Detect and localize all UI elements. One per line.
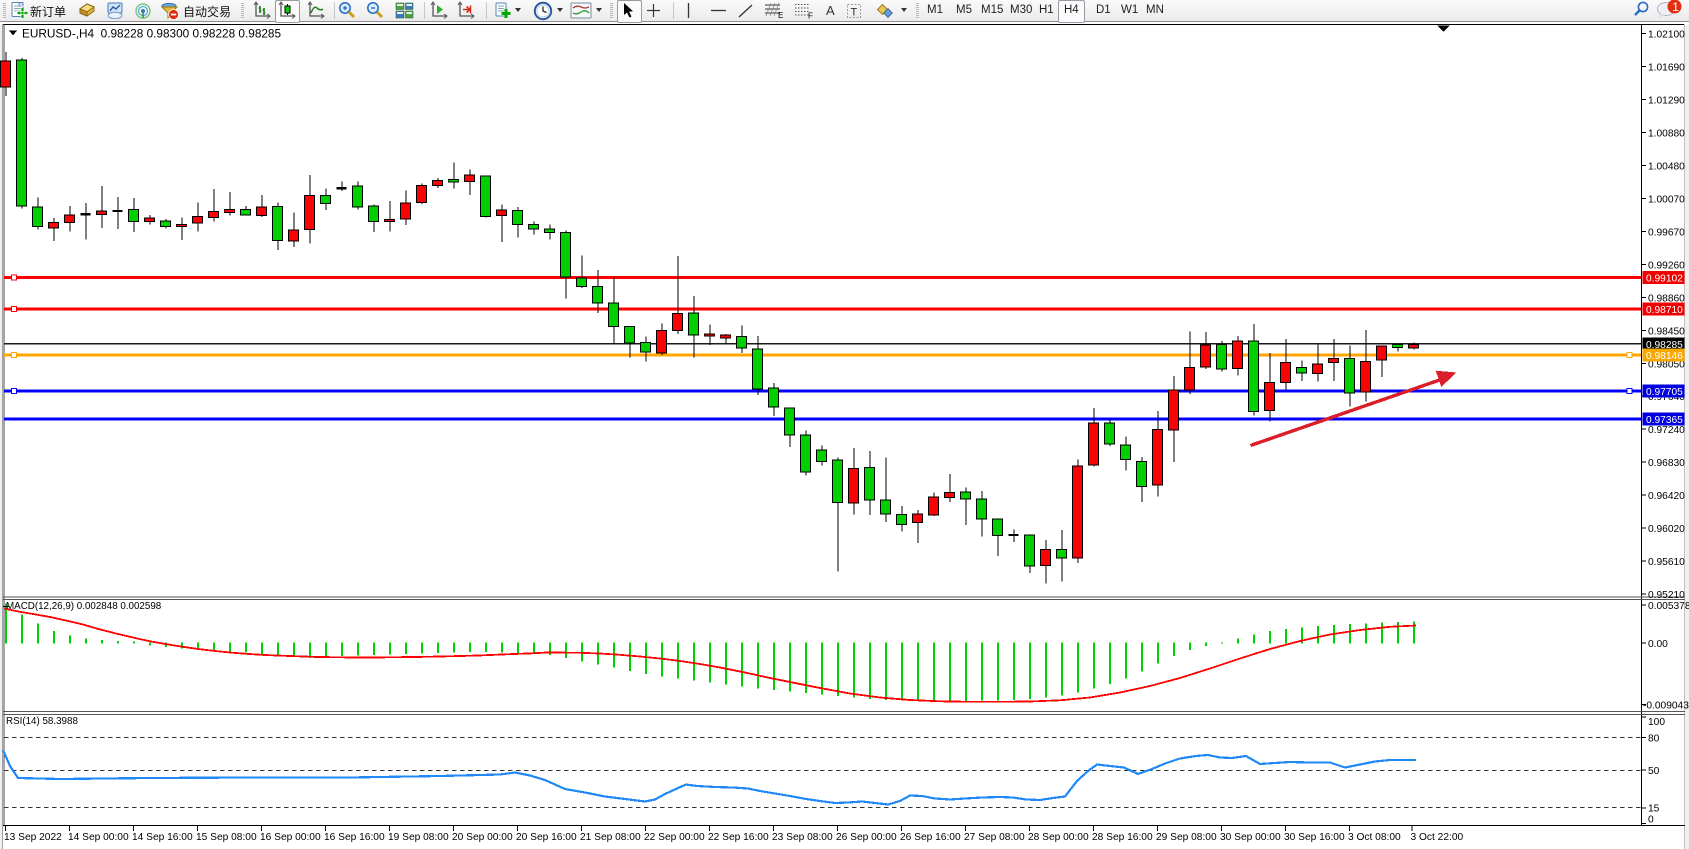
svg-text:EURUSD-,H4 0.98228 0.98300 0.: EURUSD-,H4 0.98228 0.98300 0.98228 0.982…: [22, 27, 281, 41]
svg-text:0.98146: 0.98146: [1646, 351, 1683, 362]
svg-text:15: 15: [1648, 804, 1660, 815]
svg-text:1.00480: 1.00480: [1648, 162, 1685, 173]
svg-text:30 Sep 00:00: 30 Sep 00:00: [1220, 832, 1281, 843]
svg-text:1.01290: 1.01290: [1648, 96, 1685, 107]
svg-text:30 Sep 16:00: 30 Sep 16:00: [1284, 832, 1345, 843]
svg-text:14 Sep 00:00: 14 Sep 00:00: [68, 832, 129, 843]
svg-text:-0.009043: -0.009043: [1643, 701, 1689, 712]
svg-text:0.95610: 0.95610: [1648, 557, 1685, 568]
svg-text:T: T: [851, 6, 858, 18]
svg-text:0.98285: 0.98285: [1646, 340, 1683, 351]
svg-text:MACD(12,26,9) 0.002848 0.00259: MACD(12,26,9) 0.002848 0.002598: [6, 601, 162, 612]
svg-text:0.00: 0.00: [1648, 639, 1668, 650]
svg-text:29 Sep 08:00: 29 Sep 08:00: [1156, 832, 1217, 843]
svg-text:E: E: [778, 11, 783, 19]
svg-text:16 Sep 16:00: 16 Sep 16:00: [324, 832, 385, 843]
svg-text:20 Sep 16:00: 20 Sep 16:00: [516, 832, 577, 843]
svg-text:0.98860: 0.98860: [1648, 293, 1685, 304]
svg-text:1: 1: [1672, 0, 1679, 14]
svg-text:28 Sep 00:00: 28 Sep 00:00: [1028, 832, 1089, 843]
svg-text:0.99260: 0.99260: [1648, 260, 1685, 271]
svg-text:22 Sep 16:00: 22 Sep 16:00: [708, 832, 769, 843]
svg-text:0.99102: 0.99102: [1646, 274, 1683, 285]
svg-text:0: 0: [1648, 815, 1654, 826]
svg-text:F: F: [808, 12, 813, 20]
svg-text:100: 100: [1648, 717, 1665, 728]
svg-text:23 Sep 08:00: 23 Sep 08:00: [772, 832, 833, 843]
svg-text:3 Oct 08:00: 3 Oct 08:00: [1348, 832, 1401, 843]
svg-text:0.97640: 0.97640: [1648, 392, 1685, 403]
svg-text:27 Sep 08:00: 27 Sep 08:00: [964, 832, 1025, 843]
svg-text:0.97240: 0.97240: [1648, 425, 1685, 436]
svg-text:14 Sep 16:00: 14 Sep 16:00: [132, 832, 193, 843]
svg-text:1.01690: 1.01690: [1648, 63, 1685, 74]
svg-text:21 Sep 08:00: 21 Sep 08:00: [580, 832, 641, 843]
svg-text:0.005378: 0.005378: [1648, 601, 1689, 612]
svg-text:1.02100: 1.02100: [1648, 30, 1685, 41]
svg-text:16 Sep 00:00: 16 Sep 00:00: [260, 832, 321, 843]
svg-text:1.00880: 1.00880: [1648, 129, 1685, 140]
svg-text:0.97365: 0.97365: [1646, 415, 1683, 426]
svg-text:50: 50: [1648, 766, 1660, 777]
svg-text:0.98450: 0.98450: [1648, 326, 1685, 337]
svg-text:80: 80: [1648, 734, 1660, 745]
svg-text:0.96420: 0.96420: [1648, 491, 1685, 502]
svg-text:0.97705: 0.97705: [1646, 387, 1683, 398]
svg-text:13 Sep 2022: 13 Sep 2022: [4, 832, 62, 843]
svg-text:26 Sep 16:00: 26 Sep 16:00: [900, 832, 961, 843]
svg-text:0.98710: 0.98710: [1646, 305, 1683, 316]
svg-text:RSI(14) 58.3988: RSI(14) 58.3988: [6, 716, 78, 727]
svg-text:1.00070: 1.00070: [1648, 194, 1685, 205]
svg-text:15 Sep 08:00: 15 Sep 08:00: [196, 832, 257, 843]
svg-text:0.99670: 0.99670: [1648, 227, 1685, 238]
svg-text:19 Sep 08:00: 19 Sep 08:00: [388, 832, 449, 843]
svg-text:20 Sep 00:00: 20 Sep 00:00: [452, 832, 513, 843]
svg-text:0.95210: 0.95210: [1648, 590, 1685, 601]
svg-text:3 Oct 22:00: 3 Oct 22:00: [1411, 832, 1464, 843]
svg-text:0.96020: 0.96020: [1648, 524, 1685, 535]
svg-text:0.96830: 0.96830: [1648, 458, 1685, 469]
svg-text:26 Sep 00:00: 26 Sep 00:00: [836, 832, 897, 843]
svg-text:0.98050: 0.98050: [1648, 359, 1685, 370]
svg-text:28 Sep 16:00: 28 Sep 16:00: [1092, 832, 1153, 843]
svg-text:22 Sep 00:00: 22 Sep 00:00: [644, 832, 705, 843]
